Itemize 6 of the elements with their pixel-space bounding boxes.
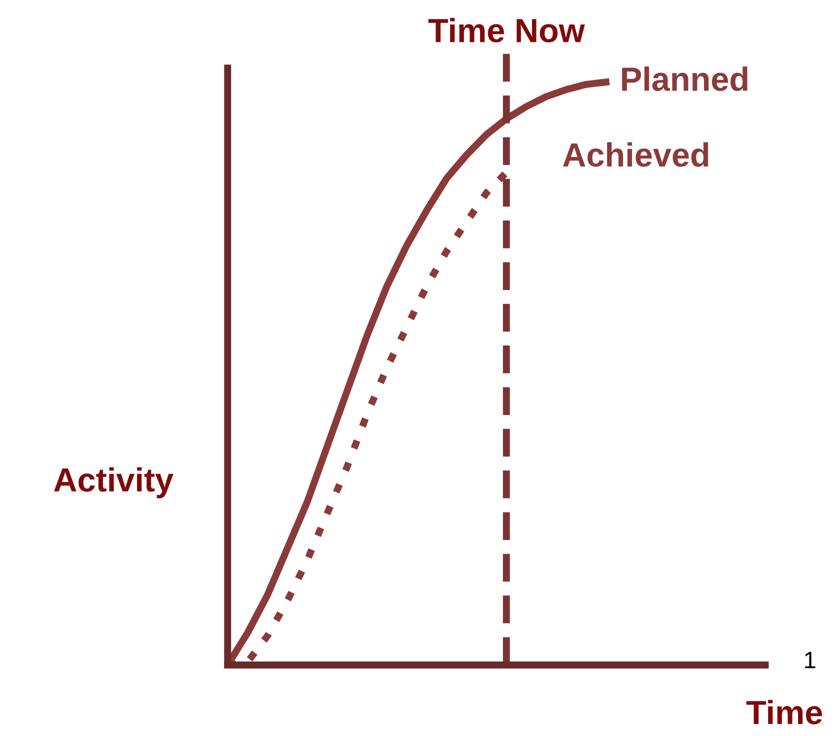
series-label: Achieved [562,142,708,167]
x-axis-title: Time [746,700,822,724]
text: Time Now [428,18,585,42]
y-axis-title: Activity [54,467,174,498]
text: 1 [805,652,816,668]
series-label: Planned [622,66,748,92]
